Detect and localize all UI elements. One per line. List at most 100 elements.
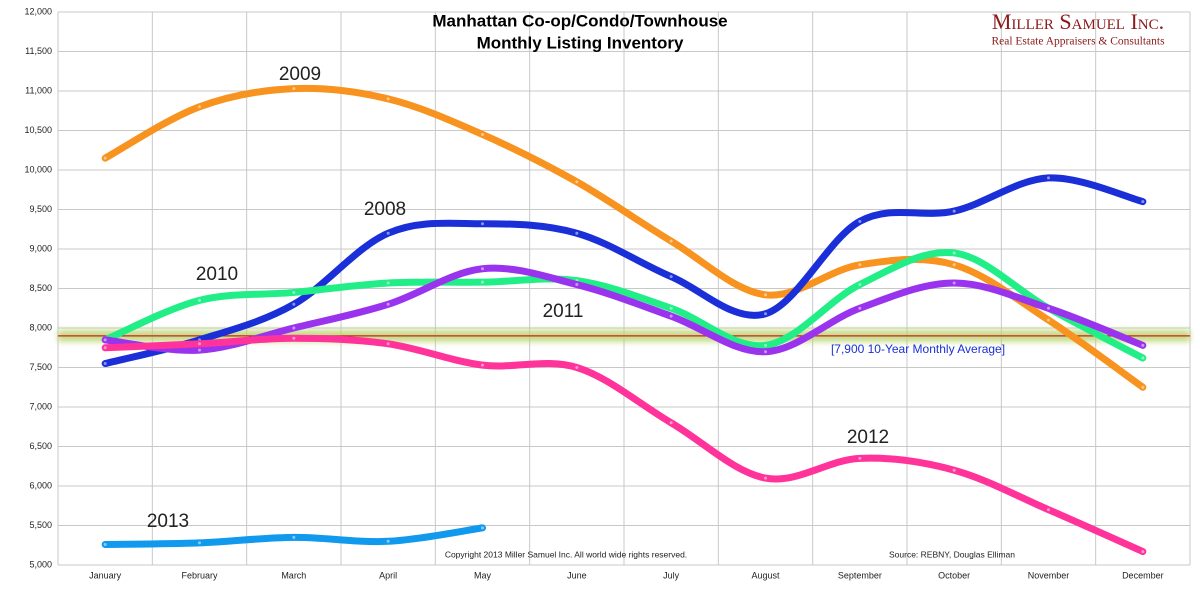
series-label: 2009 <box>279 64 321 85</box>
series-label: 2008 <box>364 199 406 220</box>
point-highlight <box>386 302 390 306</box>
series-line <box>101 264 1147 356</box>
y-tick-label: 9,500 <box>29 204 52 214</box>
y-tick-label: 11,500 <box>25 46 52 56</box>
point-highlight <box>481 526 484 530</box>
point-highlight <box>1141 550 1145 554</box>
point-highlight <box>292 87 296 91</box>
point-highlight <box>952 263 956 267</box>
series-line <box>101 334 1147 556</box>
point-highlight <box>952 281 956 285</box>
x-tick-label: March <box>281 570 306 580</box>
y-tick-label: 7,500 <box>29 362 52 372</box>
y-tick-label: 5,000 <box>29 559 52 569</box>
point-highlight <box>292 336 296 340</box>
series-line <box>101 248 1147 362</box>
point-highlight <box>669 314 673 318</box>
point-highlight <box>952 251 956 255</box>
series-label: 2010 <box>196 264 238 285</box>
point-highlight <box>669 275 673 279</box>
point-highlight <box>198 342 201 346</box>
point-highlight <box>103 346 107 350</box>
point-highlight <box>481 267 484 271</box>
y-tick-label: 10,000 <box>24 164 52 174</box>
point-highlight <box>952 468 956 472</box>
point-highlight <box>198 348 201 352</box>
brand-tagline: Real Estate Appraisers & Consultants <box>991 36 1165 48</box>
copyright: Copyright 2013 Miller Samuel Inc. All wo… <box>445 549 687 559</box>
x-tick-label: April <box>379 570 397 580</box>
y-tick-label: 6,500 <box>29 441 52 451</box>
point-highlight <box>575 231 579 235</box>
point-highlight <box>669 306 673 310</box>
point-highlight <box>481 280 484 284</box>
point-highlight <box>386 342 390 346</box>
series-label: 2012 <box>847 427 889 448</box>
point-highlight <box>669 421 673 425</box>
series-label: 2013 <box>147 511 189 532</box>
x-tick-label: November <box>1028 570 1070 580</box>
point-highlight <box>952 209 956 213</box>
y-tick-label: 8,000 <box>29 322 52 332</box>
point-highlight <box>858 306 862 310</box>
series-line <box>101 174 1147 368</box>
x-tick-label: February <box>181 570 218 580</box>
point-highlight <box>575 366 579 369</box>
x-tick-label: June <box>567 570 587 580</box>
y-tick-label: 7,000 <box>29 401 52 411</box>
point-highlight <box>1047 306 1050 310</box>
point-highlight <box>764 350 767 354</box>
chart-title: Manhattan Co-op/Condo/Townhouse <box>432 11 727 30</box>
y-tick-label: 5,500 <box>29 520 52 530</box>
y-tick-label: 12,000 <box>24 6 52 16</box>
point-highlight <box>386 539 390 543</box>
point-highlight <box>1047 318 1050 322</box>
y-tick-label: 11,000 <box>25 85 52 95</box>
point-highlight <box>1141 385 1145 389</box>
point-highlight <box>1141 200 1145 204</box>
point-highlight <box>1141 343 1145 347</box>
point-highlight <box>575 180 579 184</box>
point-highlight <box>764 312 767 316</box>
point-highlight <box>292 302 296 306</box>
x-tick-label: August <box>751 570 780 580</box>
x-tick-label: September <box>838 570 882 580</box>
point-highlight <box>1047 176 1050 180</box>
point-highlight <box>103 156 107 160</box>
y-tick-label: 9,000 <box>29 243 52 253</box>
lines <box>101 84 1147 556</box>
point-highlight <box>292 535 296 539</box>
point-highlight <box>669 239 673 243</box>
y-tick-label: 6,000 <box>29 480 52 490</box>
series-line <box>101 84 1147 391</box>
point-highlight <box>198 298 201 302</box>
reference-label: [7,900 10-Year Monthly Average] <box>831 342 1005 356</box>
point-highlight <box>764 476 767 480</box>
point-highlight <box>103 362 107 366</box>
point-highlight <box>764 293 767 297</box>
series-label: 2011 <box>543 301 584 322</box>
y-tick-label: 10,500 <box>24 125 52 135</box>
x-tick-label: May <box>474 570 492 580</box>
point-highlight <box>481 222 484 226</box>
x-tick-label: July <box>663 570 680 580</box>
point-highlight <box>1047 508 1050 512</box>
point-highlight <box>292 326 296 330</box>
x-tick-label: January <box>89 570 122 580</box>
y-tick-label: 8,500 <box>29 283 52 293</box>
source: Source: REBNY, Douglas Elliman <box>889 549 1015 559</box>
point-highlight <box>858 283 862 287</box>
point-highlight <box>103 338 107 342</box>
point-highlight <box>1141 356 1145 360</box>
point-highlight <box>386 281 390 285</box>
point-highlight <box>481 132 484 136</box>
point-highlight <box>858 219 862 223</box>
x-tick-label: December <box>1122 570 1164 580</box>
point-highlight <box>386 231 390 235</box>
point-highlight <box>858 263 862 267</box>
chart-subtitle: Monthly Listing Inventory <box>477 33 684 52</box>
brand: Miller Samuel Inc. <box>992 9 1164 34</box>
point-highlight <box>481 363 484 367</box>
point-highlight <box>198 105 201 109</box>
